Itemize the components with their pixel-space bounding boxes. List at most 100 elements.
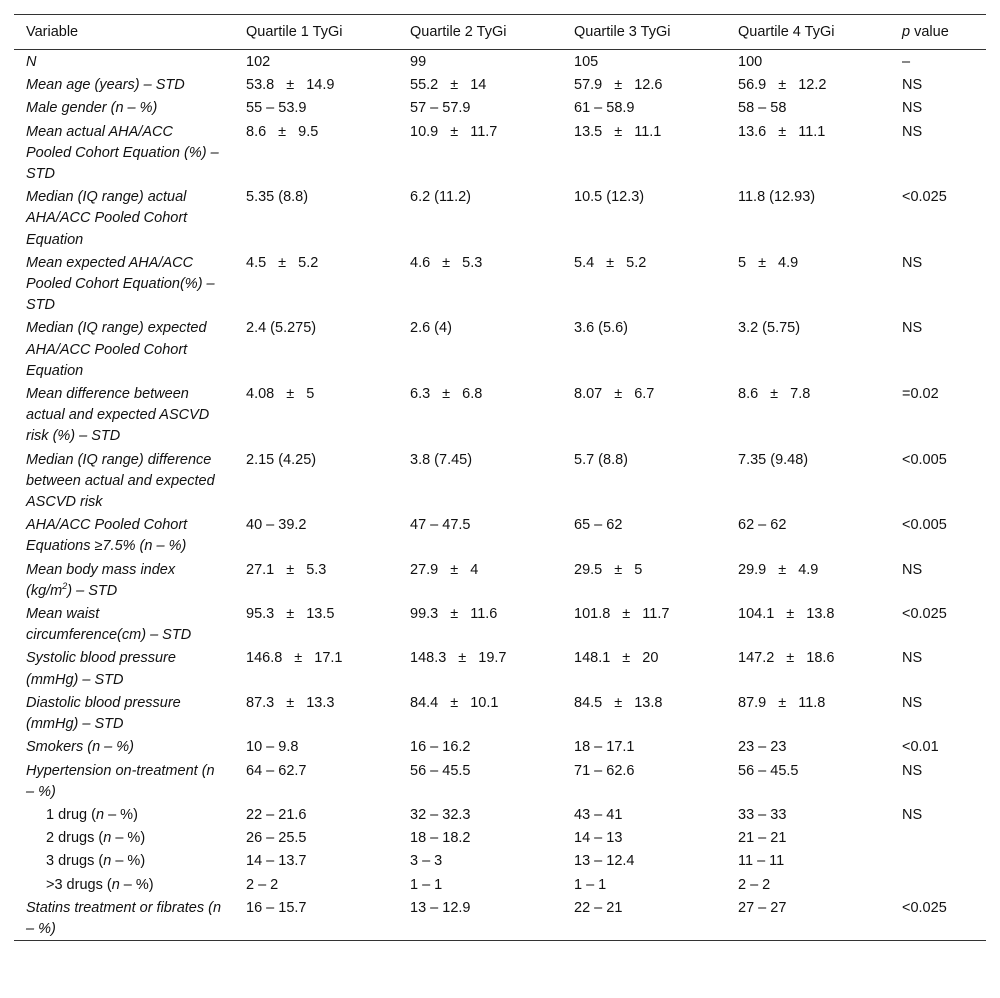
- table-row: Mean difference between actual and expec…: [14, 382, 986, 448]
- cell-quartile-4: 23 – 23: [738, 739, 787, 756]
- plus-minus-symbol: ±: [442, 386, 451, 403]
- header-quartile-2: Quartile 2 TyGi: [410, 23, 507, 40]
- cell-quartile-1: 53.8 ±14.9: [234, 73, 398, 96]
- table-row: Smokers (n – %) 10 – 9.8 16 – 16.2 18 – 17.…: [14, 735, 986, 758]
- table-row: Systolic blood pressure (mmHg) – STD 146.…: [14, 646, 986, 690]
- std-value: 4.9: [798, 561, 819, 578]
- std-value: 11.6: [470, 606, 498, 623]
- table-row: >3 drugs (n – %) 2 – 2 1 – 1 1 – 1 2 – 2: [14, 873, 986, 896]
- mean-value: 56.9: [738, 77, 767, 94]
- cell-p-value: [890, 826, 986, 849]
- std-value: 13.3: [306, 694, 335, 711]
- mean-std-value: 57.9 ±12.6: [574, 75, 662, 96]
- plus-minus-symbol: ±: [450, 123, 459, 140]
- mean-std-value: 4.6 ±5.3: [410, 253, 482, 274]
- row-label: Mean waist circumference(cm) – STD: [26, 606, 192, 644]
- mean-std-value: 29.5 ±5: [574, 560, 642, 581]
- mean-value: 147.2: [738, 650, 775, 667]
- cell-quartile-3: 71 – 62.6: [574, 762, 635, 779]
- mean-value: 57.9: [574, 77, 603, 94]
- std-value: 5: [306, 386, 315, 403]
- row-label: Mean difference between actual and expec…: [26, 386, 210, 445]
- table-row: Mean waist circumference(cm) – STD 95.3 ±1…: [14, 602, 986, 646]
- cell-quartile-1: 16 – 15.7: [246, 899, 307, 916]
- cell-p-value: <0.01: [902, 739, 939, 756]
- cell-quartile-4: 62 – 62: [738, 517, 787, 534]
- std-value: 14.9: [306, 77, 335, 94]
- cell-quartile-2: 32 – 32.3: [410, 806, 471, 823]
- mean-value: 104.1: [738, 606, 775, 623]
- cell-quartile-1: 102: [246, 54, 271, 70]
- cell-quartile-3: 1 – 1: [574, 876, 607, 893]
- mean-value: 146.8: [246, 650, 283, 667]
- cell-p-value: NS: [902, 123, 923, 140]
- row-label: Systolic blood pressure (mmHg) – STD: [26, 650, 176, 688]
- table-row: Mean body mass index (kg/m2) – STD 27.1 ±5…: [14, 558, 986, 602]
- plus-minus-symbol: ±: [614, 694, 623, 711]
- mean-std-value: 99.3 ±11.6: [410, 604, 497, 625]
- table-row: Male gender (n – %) 55 – 53.9 57 – 57.9 61 …: [14, 96, 986, 119]
- cell-quartile-1: 2.15 (4.25): [246, 451, 317, 468]
- table-row: Diastolic blood pressure (mmHg) – STD 87.…: [14, 691, 986, 735]
- mean-std-value: 13.5 ±11.1: [574, 122, 661, 143]
- mean-value: 6.3: [410, 386, 431, 403]
- cell-quartile-4: 2 – 2: [738, 876, 771, 893]
- std-value: 11.7: [470, 123, 498, 140]
- mean-std-value: 148.3 ±19.7: [410, 648, 507, 669]
- mean-value: 148.3: [410, 650, 447, 667]
- std-value: 5.3: [462, 254, 483, 271]
- row-label: Median (IQ range) difference between act…: [26, 451, 215, 511]
- cell-quartile-2: 55.2 ±14: [398, 73, 562, 96]
- mean-std-value: 87.3 ±13.3: [246, 693, 334, 714]
- cell-quartile-2: 10.9 ±11.7: [398, 120, 562, 186]
- mean-value: 53.8: [246, 77, 275, 94]
- cell-quartile-1: 95.3 ±13.5: [234, 602, 398, 646]
- cell-quartile-1: 40 – 39.2: [246, 517, 307, 534]
- cell-quartile-3: 101.8 ±11.7: [562, 602, 726, 646]
- cell-quartile-4: 147.2 ±18.6: [726, 646, 890, 690]
- cell-quartile-2: 99: [410, 54, 427, 70]
- cell-quartile-1: 14 – 13.7: [246, 853, 307, 870]
- row-label-pre: >3 drugs (: [46, 876, 112, 893]
- cell-quartile-3: 18 – 17.1: [574, 739, 635, 756]
- cell-quartile-4: 11.8 (12.93): [738, 189, 816, 206]
- cell-p-value: NS: [902, 320, 923, 337]
- header-p-italic: p: [902, 23, 911, 40]
- mean-std-value: 53.8 ±14.9: [246, 75, 334, 96]
- plus-minus-symbol: ±: [614, 123, 623, 140]
- cell-quartile-4: 21 – 21: [738, 830, 787, 847]
- cell-quartile-2: 2.6 (4): [410, 320, 452, 337]
- mean-value: 8.6: [246, 123, 267, 140]
- cell-quartile-1: 64 – 62.7: [246, 762, 307, 779]
- mean-std-value: 4.5 ±5.2: [246, 253, 318, 274]
- table-row: Median (IQ range) actual AHA/ACC Pooled …: [14, 185, 986, 251]
- row-label-pre: 2 drugs (: [46, 830, 104, 847]
- cell-p-value: <0.005: [902, 517, 947, 534]
- table-row: 3 drugs (n – %) 14 – 13.7 3 – 3 13 – 12.4 11…: [14, 849, 986, 872]
- cell-quartile-4: 27 – 27: [738, 899, 787, 916]
- cell-p-value: =0.02: [902, 386, 939, 403]
- cell-quartile-3: 22 – 21: [574, 899, 623, 916]
- cell-p-value: NS: [902, 77, 923, 94]
- cell-quartile-3: 13 – 12.4: [574, 853, 635, 870]
- cell-quartile-2: 3 – 3: [410, 853, 443, 870]
- cell-quartile-2: 99.3 ±11.6: [398, 602, 562, 646]
- mean-value: 99.3: [410, 606, 439, 623]
- cell-quartile-1: 5.35 (8.8): [246, 189, 309, 206]
- header-quartile-3: Quartile 3 TyGi: [574, 23, 671, 40]
- std-value: 12.2: [798, 77, 827, 94]
- mean-std-value: 5 ±4.9: [738, 253, 798, 274]
- mean-std-value: 27.1 ±5.3: [246, 560, 326, 581]
- data-table: Variable Quartile 1 TyGi Quartile 2 TyGi…: [14, 14, 986, 941]
- plus-minus-symbol: ±: [450, 561, 459, 578]
- std-value: 13.8: [806, 606, 835, 623]
- cell-p-value: NS: [902, 806, 923, 823]
- plus-minus-symbol: ±: [286, 606, 295, 623]
- mean-value: 101.8: [574, 606, 611, 623]
- mean-std-value: 147.2 ±18.6: [738, 648, 835, 669]
- data-table-container: Variable Quartile 1 TyGi Quartile 2 TyGi…: [14, 14, 986, 941]
- plus-minus-symbol: ±: [450, 77, 459, 94]
- row-label: Mean expected AHA/ACC Pooled Cohort Equa…: [26, 254, 215, 314]
- plus-minus-symbol: ±: [778, 694, 787, 711]
- cell-p-value: <0.025: [902, 899, 947, 916]
